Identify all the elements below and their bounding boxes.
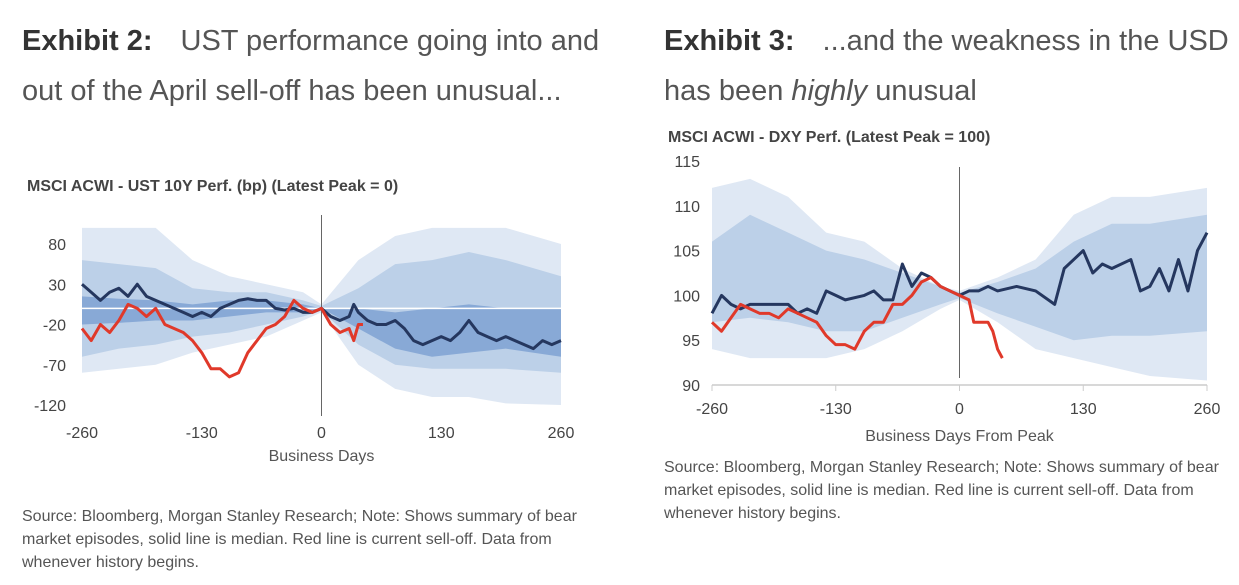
x-tick-label: 130 bbox=[428, 425, 455, 442]
x-tick-label: 0 bbox=[317, 425, 326, 442]
y-tick-label: 80 bbox=[48, 237, 66, 254]
exhibit-2-title: UST performance going into and out of th… bbox=[22, 25, 600, 107]
y-tick-label: -70 bbox=[43, 358, 66, 375]
x-tick-label: -260 bbox=[696, 401, 728, 418]
y-tick-label: 110 bbox=[674, 199, 700, 216]
y-tick-label: 95 bbox=[682, 333, 700, 350]
x-tick-label: 0 bbox=[955, 401, 964, 418]
x-tick-label: 260 bbox=[548, 425, 575, 442]
series-current-line bbox=[80, 298, 363, 379]
exhibit-3-label: Exhibit 3: bbox=[664, 25, 795, 57]
y-tick-label: 90 bbox=[682, 378, 700, 395]
series-median-line bbox=[81, 282, 562, 351]
exhibit-3-title-pre: ...and the weakness in the USD has been bbox=[664, 25, 1229, 107]
y-tick-label: 30 bbox=[48, 277, 66, 294]
chart-title-ust: MSCI ACWI - UST 10Y Perf. (bp) (Latest P… bbox=[27, 178, 399, 195]
chart-title-dxy: MSCI ACWI - DXY Perf. (Latest Peak = 100… bbox=[668, 129, 991, 146]
y-tick-label: 100 bbox=[673, 288, 700, 305]
exhibit-3-source-note: Source: Bloomberg, Morgan Stanley Resear… bbox=[664, 459, 1219, 522]
exhibit-2-label: Exhibit 2: bbox=[22, 25, 153, 57]
x-tick-label: 130 bbox=[1070, 401, 1097, 418]
x-axis-title: Business Days From Peak bbox=[865, 428, 1055, 445]
exhibit-3-heading: Exhibit 3: ...and the weakness in the USD… bbox=[664, 16, 1234, 116]
series-current-line bbox=[710, 275, 1004, 359]
band-mid bbox=[712, 214, 1207, 341]
y-tick-label: 115 bbox=[674, 154, 700, 171]
x-tick-label: -260 bbox=[66, 425, 98, 442]
x-tick-label: 260 bbox=[1194, 401, 1221, 418]
exhibit-2-heading: Exhibit 2: UST performance going into and… bbox=[22, 16, 602, 116]
x-axis-title: Business Days bbox=[269, 448, 375, 465]
exhibit-3-title-post: unusual bbox=[867, 75, 977, 107]
x-tick-label: -130 bbox=[820, 401, 852, 418]
exhibit-2-source-note: Source: Bloomberg, Morgan Stanley Resear… bbox=[22, 508, 577, 571]
exhibit-3-title-emphasis: highly bbox=[791, 75, 868, 107]
y-tick-label: -20 bbox=[43, 318, 66, 335]
y-tick-label: 105 bbox=[673, 244, 700, 261]
chart-dxy: 115 110 105 100 95 90 -260 -130 0 130 260 Business … bbox=[673, 154, 1220, 445]
y-tick-label: -120 bbox=[34, 398, 66, 415]
x-tick-label: -130 bbox=[186, 425, 218, 442]
chart-ust: 80 30 -20 -70 -120-260 -130 0 130 260 Business Da… bbox=[34, 215, 574, 465]
